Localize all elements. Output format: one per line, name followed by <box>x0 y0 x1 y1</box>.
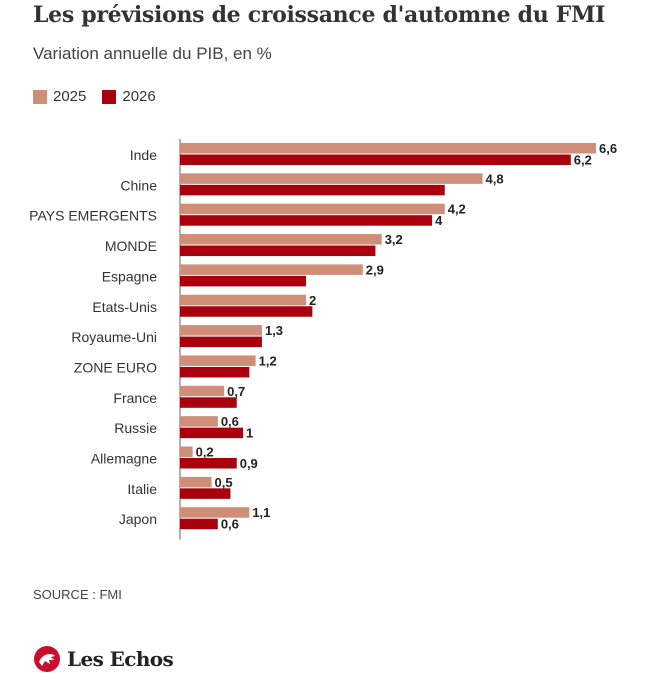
legend-swatch-2026 <box>102 89 117 104</box>
data-label-2026: 6,2 <box>574 153 592 168</box>
data-label-2026: 4 <box>435 213 443 228</box>
legend-label-2026: 2026 <box>122 88 156 105</box>
data-label-2025: 2,9 <box>366 262 384 277</box>
chart-title: Les prévisions de croissance d'automne d… <box>33 2 606 28</box>
legend-item-2025: 2025 <box>33 88 86 105</box>
legend-label-2025: 2025 <box>53 88 87 105</box>
data-label-2025: 3,2 <box>385 232 403 247</box>
bar-2025 <box>180 173 483 184</box>
category-label: MONDE <box>105 238 157 254</box>
category-label: Italie <box>127 481 157 497</box>
bar-2026 <box>180 366 250 378</box>
legend: 2025 2026 <box>33 88 172 105</box>
category-label: ZONE EURO <box>74 359 157 375</box>
data-label-2026: 1 <box>246 426 253 441</box>
bar-2025 <box>180 294 307 306</box>
les-echos-logo-icon <box>34 646 60 672</box>
bar-2026 <box>180 215 433 226</box>
bar-2026 <box>180 458 237 469</box>
bar-2025 <box>180 355 256 366</box>
bar-2026 <box>180 154 571 165</box>
data-label-2025: 0,7 <box>227 384 245 399</box>
data-label-2025: 0,5 <box>215 475 233 490</box>
bar-2026 <box>180 336 262 348</box>
bar-2025 <box>180 325 262 336</box>
category-label: Royaume-Uni <box>71 329 157 345</box>
category-label: Etats-Unis <box>92 299 157 315</box>
bar-2026 <box>180 275 307 287</box>
legend-swatch-2025 <box>33 89 47 104</box>
bar-2026 <box>180 518 218 530</box>
bar-2025 <box>180 143 596 154</box>
bar-2026 <box>180 397 237 408</box>
data-label-2025: 0,6 <box>221 414 239 429</box>
data-label-2026: 0,6 <box>221 517 239 532</box>
bar-2026 <box>180 245 376 257</box>
bar-2025 <box>180 234 382 245</box>
bar-2025 <box>180 264 363 275</box>
bar-2026 <box>180 306 313 317</box>
data-label-2025: 2 <box>309 293 316 308</box>
data-label-2025: 0,2 <box>196 445 214 460</box>
brand-name: Les Echos <box>67 647 174 671</box>
data-label-2025: 1,2 <box>259 353 277 368</box>
category-label: PAYS EMERGENTS <box>29 208 157 224</box>
data-label-2025: 4,2 <box>448 202 466 217</box>
bar-2026 <box>180 427 244 439</box>
bar-2026 <box>180 184 445 196</box>
category-label: Espagne <box>102 268 157 284</box>
category-label: France <box>113 390 157 406</box>
bar-2026 <box>180 488 231 499</box>
data-label-2026: 0,9 <box>240 456 258 471</box>
category-label: Inde <box>130 147 157 163</box>
brand: Les Echos <box>33 645 174 673</box>
category-label: Chine <box>120 177 157 193</box>
bar-2025 <box>180 446 193 457</box>
source-note: SOURCE : FMI <box>33 587 122 602</box>
bar-chart: Inde 6,6 6,2 Chine 4,8 PAYS EMERGENTS 4,2 4 MOND… <box>29 139 617 540</box>
category-label: Japon <box>119 511 157 527</box>
category-label: Russie <box>114 420 157 436</box>
bar-2025 <box>180 203 445 215</box>
category-label: Allemagne <box>91 451 157 467</box>
bar-2025 <box>180 476 212 488</box>
bar-2025 <box>180 507 250 518</box>
bar-2025 <box>180 416 218 427</box>
bar-2025 <box>180 385 225 397</box>
data-label-2025: 1,1 <box>252 505 270 520</box>
data-label-2025: 4,8 <box>486 171 504 186</box>
data-label-2025: 6,6 <box>599 141 617 156</box>
data-label-2025: 1,3 <box>265 323 283 338</box>
legend-item-2026: 2026 <box>102 88 156 105</box>
chart-subtitle: Variation annuelle du PIB, en % <box>33 44 272 63</box>
